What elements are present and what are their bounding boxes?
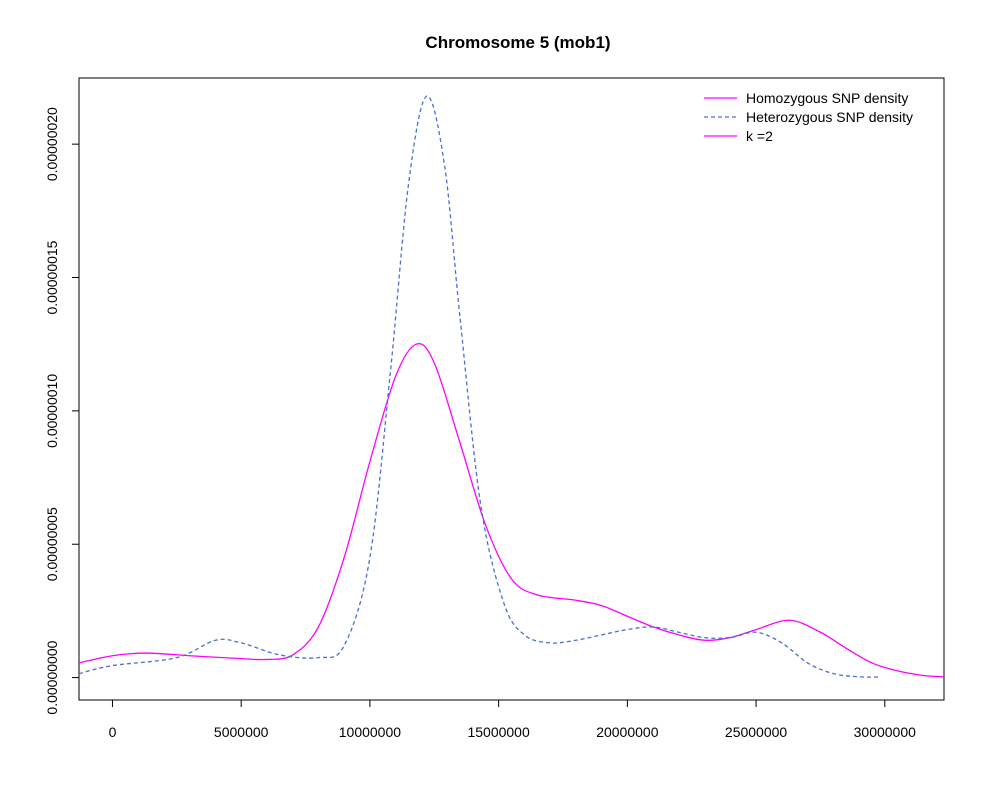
homozygous-snp-density-line: [79, 343, 944, 678]
x-tick-label: 20000000: [596, 724, 659, 740]
heterozygous-snp-density-line: [79, 95, 880, 678]
y-tick-label: 0.00000005: [44, 507, 60, 581]
y-tick-label: 0.00000015: [44, 240, 60, 314]
chart-title: Chromosome 5 (mob1): [425, 33, 610, 52]
x-tick-label: 10000000: [339, 724, 402, 740]
x-tick-label: 5000000: [214, 724, 269, 740]
series-layer: [79, 95, 944, 678]
y-tick-label: 0.00000020: [44, 107, 60, 181]
x-tick-label: 25000000: [725, 724, 788, 740]
plot-frame: [78, 77, 945, 701]
axes: 0 5000000 10000000 15000000 20000000 25000000…: [44, 77, 945, 740]
x-tick-label: 15000000: [467, 724, 530, 740]
legend-label-2: Heterozygous SNP density: [746, 109, 913, 125]
legend: Homozygous SNP density Heterozygous SNP d…: [704, 90, 913, 144]
y-tick-label: 0.00000000: [44, 640, 60, 714]
x-tick-label: 30000000: [854, 724, 917, 740]
x-tick-label: 0: [109, 724, 117, 740]
legend-label-1: Homozygous SNP density: [746, 90, 908, 106]
y-tick-label: 0.00000010: [44, 374, 60, 448]
legend-label-3: k =2: [746, 128, 773, 144]
